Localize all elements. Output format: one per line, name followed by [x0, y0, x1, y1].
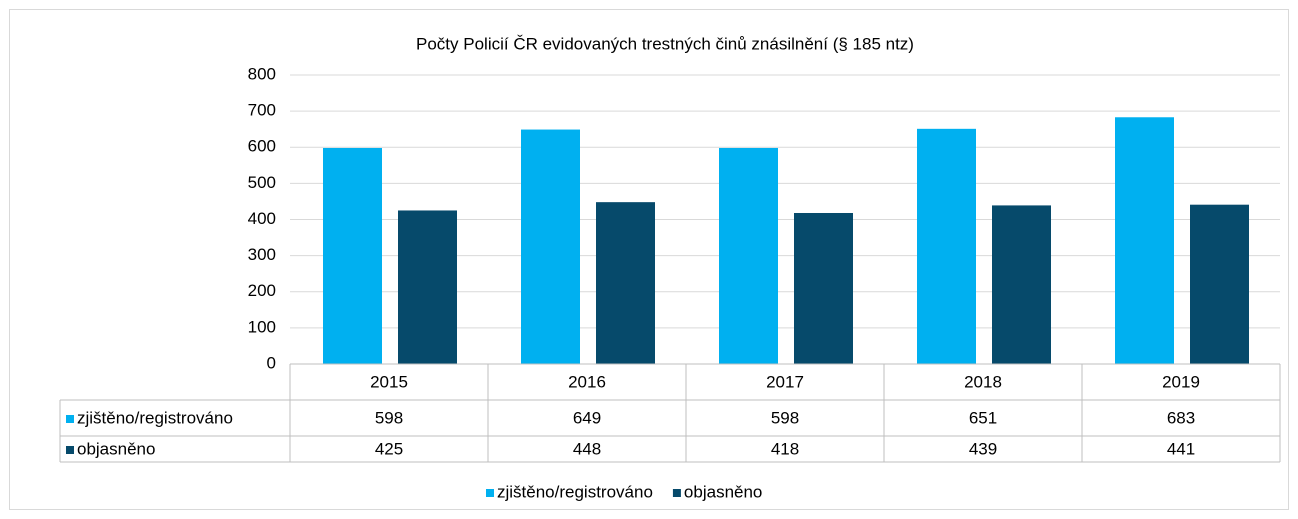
bar	[992, 205, 1051, 364]
x-tick-label: 2017	[766, 372, 804, 391]
x-tick-label: 2015	[370, 372, 408, 391]
y-tick-label: 300	[248, 245, 276, 264]
y-tick-label: 600	[248, 137, 276, 156]
y-tick-label: 500	[248, 173, 276, 192]
table-value: 448	[573, 439, 601, 458]
table-value: 425	[375, 439, 403, 458]
y-tick-label: 100	[248, 317, 276, 336]
bar	[917, 128, 976, 364]
legend-key	[672, 489, 681, 497]
y-tick-label: 700	[248, 101, 276, 120]
bar	[596, 202, 655, 364]
x-tick-label: 2018	[964, 372, 1002, 391]
bar	[1115, 117, 1174, 364]
legend-label: zjištěno/registrováno	[497, 482, 653, 501]
table-value: 441	[1167, 439, 1195, 458]
y-tick-label: 800	[248, 64, 276, 83]
bar	[719, 147, 778, 364]
legend-key	[486, 489, 494, 497]
table-value: 439	[969, 439, 997, 458]
table-row-label: objasněno	[77, 439, 155, 458]
bar	[323, 147, 382, 364]
table-value: 649	[573, 408, 601, 427]
x-tick-label: 2019	[1162, 372, 1200, 391]
bar	[521, 129, 580, 364]
x-tick-label: 2016	[568, 372, 606, 391]
y-tick-label: 0	[267, 353, 276, 372]
table-value: 651	[969, 408, 997, 427]
table-legend-key	[66, 446, 74, 454]
bar	[1190, 204, 1249, 364]
table-value: 598	[375, 408, 403, 427]
table-legend-key	[66, 415, 74, 423]
chart-title: Počty Policií ČR evidovaných trestných č…	[416, 34, 914, 53]
table-value: 418	[771, 439, 799, 458]
table-row-label: zjištěno/registrováno	[77, 408, 233, 427]
table-value: 683	[1167, 408, 1195, 427]
y-tick-label: 200	[248, 281, 276, 300]
bar	[398, 210, 457, 364]
y-tick-label: 400	[248, 209, 276, 228]
table-value: 598	[771, 408, 799, 427]
legend-label: objasněno	[684, 482, 762, 501]
bar	[794, 212, 853, 364]
